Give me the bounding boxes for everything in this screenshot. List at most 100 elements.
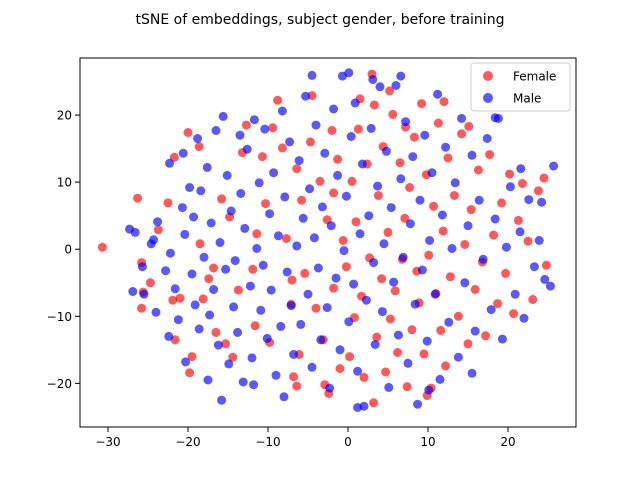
series-female [97, 69, 551, 408]
scatter-point-male [260, 124, 270, 134]
scatter-point-female [211, 327, 221, 337]
scatter-point-male [381, 146, 391, 156]
scatter-point-male [194, 324, 204, 334]
scatter-point-male [366, 123, 376, 133]
scatter-point-female [463, 339, 473, 349]
scatter-point-male [433, 89, 443, 99]
x-tick-label: −30 [95, 435, 120, 449]
scatter-point-female [457, 129, 467, 139]
scatter-point-male [320, 148, 330, 158]
scatter-point-male [209, 285, 219, 294]
legend-frame [470, 62, 571, 112]
scatter-point-male [329, 104, 339, 114]
scatter-point-male [203, 375, 213, 385]
scatter-point-male [396, 71, 406, 81]
scatter-point-female [194, 142, 204, 152]
scatter-point-male [161, 266, 171, 276]
y-tick-label: 0 [64, 243, 72, 257]
scatter-point-male [235, 130, 245, 140]
scatter-point-female [333, 154, 343, 164]
scatter-point-male [478, 254, 488, 264]
scatter-point-female [505, 169, 515, 179]
scatter-point-female [372, 332, 382, 342]
scatter-point-male [249, 380, 259, 390]
scatter-point-male [285, 137, 295, 147]
scatter-point-female [473, 165, 483, 175]
scatter-point-male [524, 195, 534, 205]
scatter-point-male [453, 352, 463, 362]
scatter-point-male [229, 302, 239, 312]
scatter-point-male [262, 333, 272, 343]
scatter-point-male [277, 106, 287, 116]
x-tick-label: 10 [420, 435, 435, 449]
scatter-point-female [501, 268, 511, 278]
scatter-point-female [241, 120, 251, 130]
scatter-point-female [315, 176, 325, 186]
scatter-point-male [305, 184, 315, 194]
scatter-point-male [435, 374, 445, 384]
y-tick-label: 10 [57, 176, 72, 190]
scatter-point-male [242, 144, 252, 154]
scatter-point-female [257, 152, 267, 162]
scatter-point-female [329, 283, 339, 293]
scatter-point-female [281, 234, 291, 243]
scatter-point-female [168, 295, 178, 305]
scatter-point-male [311, 120, 321, 130]
scatter-point-male [389, 277, 399, 287]
scatter-point-female [221, 339, 231, 349]
scatter-point-female [169, 152, 179, 162]
scatter-point-male [218, 111, 228, 121]
scatter-point-female [405, 183, 415, 192]
scatter-point-male [181, 357, 191, 367]
scatter-point-male [344, 68, 354, 78]
scatter-point-male [368, 75, 378, 84]
scatter-point-male [221, 264, 231, 274]
scatter-point-female [445, 272, 455, 282]
scatter-point-male [335, 345, 345, 355]
scatter-point-male [265, 209, 275, 219]
scatter-point-male [226, 206, 236, 216]
scatter-point-male [271, 370, 281, 380]
scatter-point-male [180, 229, 190, 239]
scatter-point-male [370, 340, 380, 349]
scatter-point-male [213, 340, 223, 350]
scatter-point-female [390, 286, 400, 296]
scatter-point-male [516, 164, 526, 174]
scatter-point-male [549, 161, 559, 171]
scatter-point-male [427, 168, 437, 178]
x-tick-label: −20 [175, 435, 200, 449]
scatter-point-male [386, 203, 396, 213]
scatter-point-male [202, 162, 212, 172]
scatter-point-female [345, 352, 355, 362]
scatter-point-female [300, 268, 310, 278]
scatter-point-male [326, 221, 336, 231]
scatter-point-male [269, 168, 279, 178]
scatter-point-male [193, 134, 203, 143]
scatter-point-female [292, 164, 302, 174]
scatter-point-female [424, 250, 434, 260]
y-tick-label: 20 [57, 109, 72, 123]
scatter-point-male [545, 281, 555, 291]
scatter-point-male [294, 156, 304, 166]
scatter-point-female [439, 97, 449, 107]
scatter-point-male [441, 142, 451, 152]
scatter-point-female [509, 309, 519, 319]
scatter-point-male [230, 256, 240, 266]
scatter-point-female [381, 367, 391, 377]
scatter-point-male [313, 263, 323, 273]
scatter-point-female [292, 381, 302, 391]
scatter-point-male [353, 403, 363, 412]
scatter-point-female [341, 262, 351, 272]
scatter-point-male [316, 335, 326, 345]
scatter-point-male [307, 362, 317, 372]
scatter-point-male [165, 248, 175, 258]
x-tick-label: 20 [500, 435, 515, 449]
scatter-point-male [249, 115, 259, 125]
scatter-point-male [408, 152, 418, 162]
scatter-point-female [460, 240, 470, 249]
scatter-point-male [379, 239, 389, 249]
scatter-point-male [377, 307, 387, 317]
scatter-point-male [165, 158, 175, 168]
y-axis: −20 −10 0 10 20 [47, 109, 80, 391]
scatter-point-male [199, 252, 209, 262]
